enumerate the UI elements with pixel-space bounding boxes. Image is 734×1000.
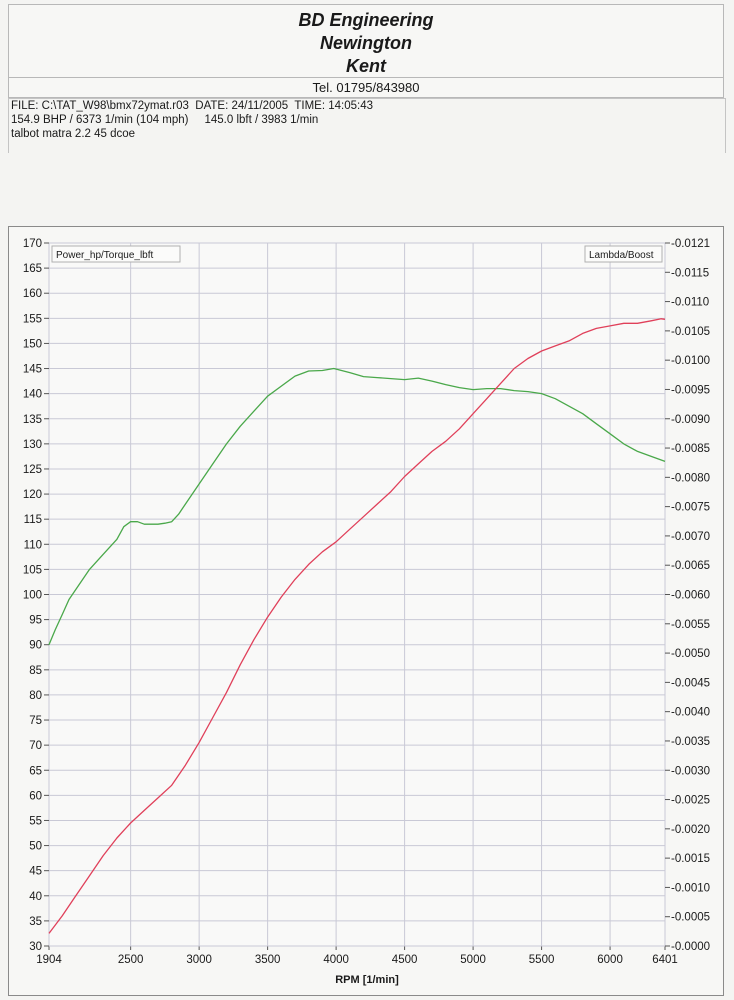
y-left-tick-label: 135: [23, 414, 42, 426]
y-right-tick-label: -0.0110: [671, 297, 709, 309]
file-info-line: FILE: C:\TAT_W98\bmx72ymat.r03 DATE: 24/…: [11, 100, 373, 112]
x-tick-label: 5000: [460, 954, 486, 966]
x-axis-label: RPM [1/min]: [335, 974, 399, 986]
y-right-tick-label: -0.0080: [671, 472, 710, 484]
y-left-tick-label: 140: [23, 389, 42, 401]
company-line: Kent: [346, 56, 386, 76]
y-left-tick-label: 85: [29, 665, 42, 677]
y-left-tick-label: 110: [24, 539, 42, 551]
y-left-tick-label: 80: [29, 690, 42, 702]
y-right-tick-label: -0.0115: [671, 267, 709, 279]
y-right-tick-label: -0.0035: [671, 736, 710, 748]
y-left-tick-label: 100: [23, 590, 42, 602]
y-right-tick-label: -0.0121: [671, 238, 710, 250]
x-tick-label: 4000: [323, 954, 349, 966]
y-left-tick-label: 75: [29, 715, 42, 727]
legend-right-label: Lambda/Boost: [589, 250, 654, 261]
y-left-tick-label: 90: [29, 640, 42, 652]
run-info: FILE: C:\TAT_W98\bmx72ymat.r03 DATE: 24/…: [8, 98, 726, 153]
x-tick-label: 5500: [529, 954, 555, 966]
y-left-tick-label: 115: [24, 514, 42, 526]
header-box: BD Engineering Newington Kent Tel. 01795…: [8, 4, 724, 98]
company-line: Newington: [320, 33, 412, 53]
torque-curve: [48, 367, 666, 645]
y-left-tick-label: 120: [23, 489, 42, 501]
y-left-tick-label: 70: [29, 740, 42, 752]
y-left-tick-label: 165: [23, 263, 42, 275]
y-left-tick-label: 30: [29, 941, 42, 953]
y-left-tick-label: 145: [23, 364, 42, 376]
y-left-tick-label: 170: [23, 238, 42, 250]
vehicle-description: talbot matra 2.2 45 dcoe: [11, 128, 136, 140]
y-right-tick-label: -0.0005: [671, 912, 710, 924]
dyno-chart: 1904 2500 3000 3500 4000 4500 5000 5500 6000 6401…: [23, 238, 710, 986]
y-left-tick-label: 45: [29, 866, 42, 878]
y-left-tick-label: 105: [23, 564, 42, 576]
y-right-tick-label: -0.0095: [671, 384, 710, 396]
x-tick-label: 1904: [36, 954, 62, 966]
x-tick-label: 4500: [392, 954, 418, 966]
y-right-tick-label: -0.0020: [671, 824, 710, 836]
y-left-tick-label: 160: [23, 288, 42, 300]
x-tick-label: 3500: [255, 954, 281, 966]
y-left-tick-label: 95: [29, 615, 42, 627]
telephone: Tel. 01795/843980: [9, 77, 723, 97]
x-tick-label: 2500: [118, 954, 144, 966]
y-right-tick-label: -0.0075: [671, 502, 710, 514]
dyno-chart-frame: 1904 2500 3000 3500 4000 4500 5000 5500 6000 6401…: [8, 226, 724, 996]
y-right-tick-label: -0.0065: [671, 560, 710, 572]
y-right-tick-label: -0.0070: [671, 531, 710, 543]
y-right-tick-label: -0.0010: [671, 882, 710, 894]
legend-left-label: Power_hp/Torque_lbft: [56, 250, 154, 261]
company-line: BD Engineering: [298, 10, 434, 30]
peak-values-line: 154.9 BHP / 6373 1/min (104 mph) 145.0 l…: [11, 114, 319, 126]
y-right-tick-label: -0.0025: [671, 795, 710, 807]
y-left-tick-label: 155: [23, 313, 42, 325]
y-left-tick-label: 55: [29, 815, 42, 827]
y-right-tick-label: -0.0055: [671, 619, 710, 631]
legend-left-box: [51, 245, 181, 263]
y-right-tick-label: -0.0000: [671, 941, 710, 953]
x-tick-label: 6000: [597, 954, 623, 966]
x-tick-label: 3000: [186, 954, 212, 966]
y-right-tick-label: -0.0105: [671, 326, 710, 338]
y-right-tick-label: -0.0060: [671, 590, 710, 602]
y-left-tick-label: 125: [23, 464, 42, 476]
y-right-tick-label: -0.0050: [671, 648, 710, 660]
legend-right-box: [584, 245, 663, 263]
company-name: BD Engineering Newington Kent: [9, 9, 723, 78]
x-tick-label: 6401: [652, 954, 678, 966]
y-right-tick-label: -0.0085: [671, 443, 710, 455]
y-left-tick-label: 60: [29, 790, 42, 802]
power-curve: [48, 318, 666, 934]
y-right-tick-label: -0.0015: [671, 853, 710, 865]
y-left-tick-label: 65: [29, 765, 42, 777]
y-left-tick-label: 150: [23, 338, 42, 350]
y-left-tick-label: 130: [23, 439, 42, 451]
y-right-tick-label: -0.0100: [671, 355, 710, 367]
y-left-tick-label: 50: [29, 841, 42, 853]
y-left-tick-label: 35: [29, 916, 42, 928]
y-right-tick-label: -0.0090: [671, 414, 710, 426]
y-right-tick-label: -0.0030: [671, 765, 710, 777]
y-left-tick-label: 40: [29, 891, 42, 903]
y-right-tick-label: -0.0040: [671, 707, 710, 719]
y-right-tick-label: -0.0045: [671, 677, 710, 689]
